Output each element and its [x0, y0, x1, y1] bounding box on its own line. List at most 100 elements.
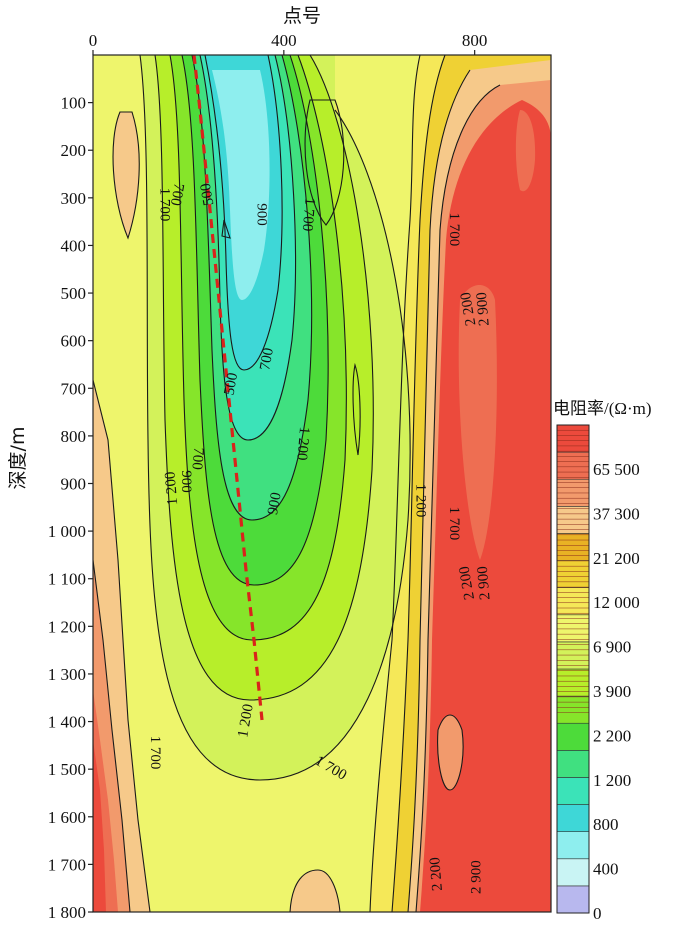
- colorbar-swatch: [556, 777, 590, 805]
- contour-label: 1 700: [156, 188, 172, 222]
- colorbar-swatch: [556, 533, 590, 561]
- colorbar-title: 电阻率/(Ω·m): [553, 399, 652, 418]
- colorbar-swatch: [556, 885, 590, 914]
- svg-text:1 700: 1 700: [446, 506, 462, 540]
- band-right-pocket: [437, 715, 464, 790]
- x-tick-label: 800: [462, 31, 488, 50]
- contour-label: 500: [198, 182, 218, 207]
- svg-text:500: 500: [198, 182, 218, 207]
- colorbar: 65 500 37 300 21 200 12 000 6 900 3 900 2 200 1…: [556, 424, 640, 923]
- y-tick-label: 300: [61, 189, 87, 208]
- contour-label: 900: [178, 470, 194, 493]
- svg-text:1 700: 1 700: [147, 736, 163, 770]
- colorbar-tick-label: 37 300: [593, 504, 640, 523]
- y-tick-label: 1 300: [48, 665, 86, 684]
- svg-text:2 900: 2 900: [474, 292, 493, 327]
- contour-label: 1 200: [293, 426, 312, 461]
- svg-text:2 900: 2 900: [475, 566, 494, 601]
- band-bottom-pocket: [290, 870, 340, 912]
- y-tick-label: 500: [61, 284, 87, 303]
- colorbar-tick-label: 800: [593, 815, 619, 834]
- colorbar-swatch: [556, 831, 590, 860]
- contour-label: 700: [167, 182, 187, 207]
- svg-text:2 200: 2 200: [427, 857, 446, 892]
- svg-text:900: 900: [265, 491, 285, 516]
- y-tick-label: 1 800: [48, 903, 86, 922]
- band-right-pocket-3: [515, 110, 536, 192]
- y-tick-label: 1 500: [48, 760, 86, 779]
- y-tick-label: 1 600: [48, 808, 86, 827]
- band-topleft-2200: [113, 112, 140, 238]
- svg-text:2 900: 2 900: [468, 860, 484, 894]
- contour-label: 2 200: [427, 857, 446, 892]
- y-axis-ticks: 100 200 300 400 500 600 700 800 900 1 000 1 100 1 2…: [48, 94, 93, 922]
- colorbar-frame: [556, 424, 590, 914]
- y-tick-label: 1 200: [48, 617, 86, 636]
- svg-text:1 200: 1 200: [162, 471, 181, 506]
- colorbar-tick-label: 400: [593, 860, 619, 879]
- y-tick-label: 800: [61, 427, 87, 446]
- contour-label: 1 700: [446, 213, 462, 247]
- fault-trend-line: [192, 55, 264, 721]
- y-axis-title: 深度/m: [7, 427, 29, 490]
- colorbar-tick-label: 0: [593, 904, 602, 923]
- svg-text:700: 700: [167, 182, 187, 207]
- colorbar-swatch: [556, 722, 590, 751]
- contour-label: 2 900: [474, 292, 493, 327]
- x-axis-ticks: 0 400 800: [89, 31, 488, 55]
- y-tick-label: 700: [61, 379, 87, 398]
- y-tick-label: 100: [61, 94, 87, 113]
- colorbar-swatch: [556, 424, 590, 453]
- x-tick-label: 0: [89, 31, 98, 50]
- colorbar-swatch: [556, 641, 590, 670]
- contour-label: 500: [222, 372, 242, 397]
- svg-text:2 200: 2 200: [458, 291, 480, 327]
- svg-text:900: 900: [178, 470, 194, 493]
- svg-text:1 700: 1 700: [446, 213, 462, 247]
- colorbar-swatch: [556, 614, 590, 643]
- y-tick-label: 200: [61, 141, 87, 160]
- colorbar-swatch: [556, 858, 590, 887]
- contour-label: 1 200: [412, 484, 428, 518]
- svg-text:1 700: 1 700: [299, 197, 318, 232]
- contour-label: 2 200: [456, 565, 478, 601]
- y-tick-label: 1 000: [48, 522, 86, 541]
- band-right-pocket-2: [458, 285, 497, 560]
- contour-label: 700: [188, 447, 206, 471]
- svg-text:700: 700: [188, 447, 206, 471]
- colorbar-tick-label: 6 900: [593, 638, 631, 657]
- colorbar-tick-label: 12 000: [593, 593, 640, 612]
- svg-text:500: 500: [222, 372, 242, 397]
- colorbar-swatch: [556, 560, 590, 588]
- contour-label: 2 900: [475, 566, 494, 601]
- contour-label: 1 700: [299, 197, 318, 232]
- colorbar-tick-label: 2 200: [593, 726, 631, 745]
- contour-plot: [93, 55, 551, 912]
- y-tick-label: 1 100: [48, 570, 86, 589]
- colorbar-swatch: [556, 804, 590, 832]
- contour-label: 2 900: [468, 860, 484, 894]
- colorbar-swatch: [556, 668, 590, 697]
- colorbar-swatch: [556, 587, 590, 616]
- colorbar-swatch: [556, 506, 590, 534]
- contour-label: 1 200: [162, 471, 181, 506]
- colorbar-tick-label: 65 500: [593, 460, 640, 479]
- svg-text:700: 700: [257, 347, 277, 372]
- colorbar-swatch: [556, 695, 590, 724]
- svg-text:900: 900: [253, 203, 269, 226]
- band-300: [212, 70, 270, 300]
- y-tick-label: 900: [61, 475, 87, 494]
- svg-text:1 200: 1 200: [293, 426, 312, 461]
- y-tick-label: 400: [61, 236, 87, 255]
- colorbar-swatch: [556, 750, 590, 778]
- svg-text:1 200: 1 200: [412, 484, 428, 518]
- contour-label: 900: [265, 491, 285, 516]
- x-axis-title: 点号: [283, 5, 321, 27]
- svg-text:1 200: 1 200: [235, 703, 257, 739]
- y-tick-label: 1 700: [48, 855, 86, 874]
- contour-label: 900: [253, 203, 269, 226]
- y-tick-label: 1 400: [48, 713, 86, 732]
- contour-label: 1 700: [446, 506, 462, 540]
